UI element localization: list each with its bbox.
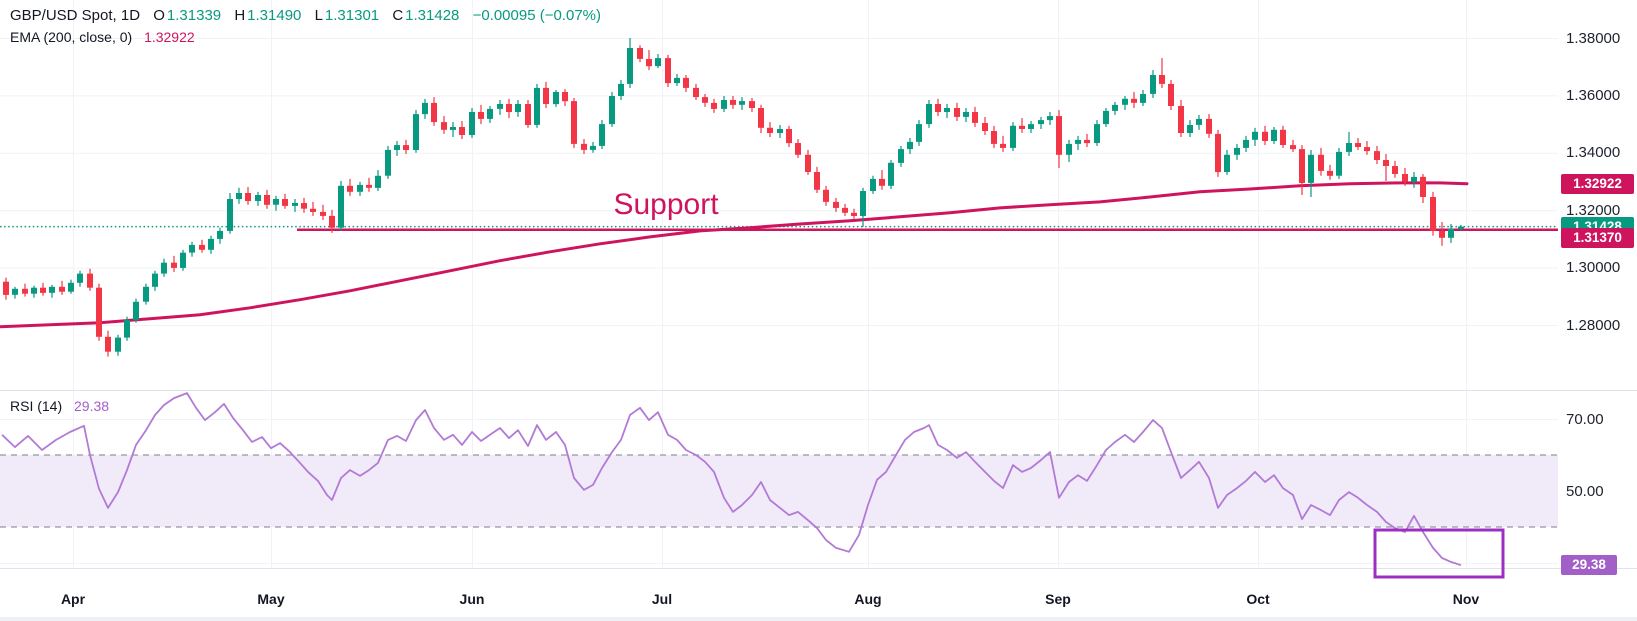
price-axis-label: 1.38000	[1566, 29, 1621, 47]
rsi-axis-label: 70.00	[1566, 410, 1604, 428]
high-value: 1.31490	[247, 7, 302, 24]
price-axis-label: 1.36000	[1566, 86, 1621, 104]
time-axis-month-label: Oct	[1246, 591, 1270, 607]
time-axis-month-label: May	[257, 591, 285, 607]
low-label: L	[314, 7, 323, 24]
support-annotation-label[interactable]: Support	[613, 188, 719, 221]
price-axis-label: 1.32000	[1566, 201, 1621, 219]
close-label: C	[392, 7, 404, 24]
symbol-header[interactable]: GBP/USD Spot, 1D O 1.31339 H 1.31490 L 1.31…	[10, 7, 601, 24]
time-axis-month-label: Apr	[60, 591, 86, 607]
time-axis-month-label: Aug	[854, 591, 882, 607]
open-value: 1.31339	[166, 7, 222, 24]
ema-price-badge: 1.32922	[1561, 173, 1634, 194]
low-value: 1.31301	[324, 7, 380, 24]
time-axis-month-label: Nov	[1452, 591, 1480, 607]
rsi-highlight-box[interactable]	[1373, 528, 1505, 579]
ema-indicator-row[interactable]: EMA (200, close, 0) 1.32922	[10, 29, 195, 45]
time-axis-month-label: Jun	[459, 591, 485, 607]
ema-indicator-value: 1.32922	[144, 29, 195, 45]
rsi-indicator-row[interactable]: RSI (14) 29.38	[10, 398, 109, 414]
time-axis-month-label: Jul	[651, 591, 673, 607]
price-axis-label: 1.34000	[1566, 144, 1621, 162]
time-axis-baseline	[0, 617, 1637, 621]
support-price-badge: 1.31370	[1561, 228, 1634, 249]
rsi-indicator-label[interactable]: RSI (14)	[10, 398, 63, 414]
price-axis-label: 1.30000	[1566, 259, 1621, 277]
rsi-value-badge: 29.38	[1561, 555, 1617, 576]
time-axis-month-label: Sep	[1045, 591, 1071, 607]
rsi-indicator-value: 29.38	[74, 398, 110, 414]
change-value: −0.00095 (−0.07%)	[472, 7, 601, 24]
open-label: O	[153, 7, 165, 24]
symbol-title[interactable]: GBP/USD Spot, 1D	[10, 7, 141, 24]
high-label: H	[234, 7, 246, 24]
rsi-axis-label: 50.00	[1566, 482, 1604, 500]
ema-indicator-label[interactable]: EMA (200, close, 0)	[10, 29, 133, 45]
price-axis-label: 1.28000	[1566, 316, 1621, 334]
close-value: 1.31428	[405, 7, 460, 24]
